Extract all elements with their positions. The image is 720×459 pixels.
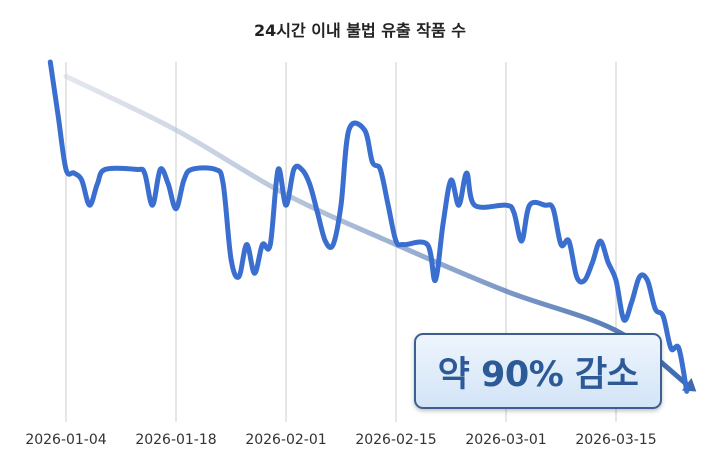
series-line	[47, 59, 690, 394]
x-tick-label: 2026-02-15	[355, 432, 436, 448]
x-tick-label: 2026-01-04	[25, 432, 106, 448]
x-tick-label: 2026-02-01	[245, 432, 326, 448]
trend-line	[63, 73, 690, 387]
x-tick-label: 2026-01-18	[135, 432, 216, 448]
x-tick-label: 2026-03-15	[575, 432, 656, 448]
chart-title: 24시간 이내 불법 유출 작품 수	[253, 21, 467, 40]
reduction-callout: 약 90% 감소	[414, 333, 662, 409]
x-tick-label: 2026-03-01	[465, 432, 546, 448]
